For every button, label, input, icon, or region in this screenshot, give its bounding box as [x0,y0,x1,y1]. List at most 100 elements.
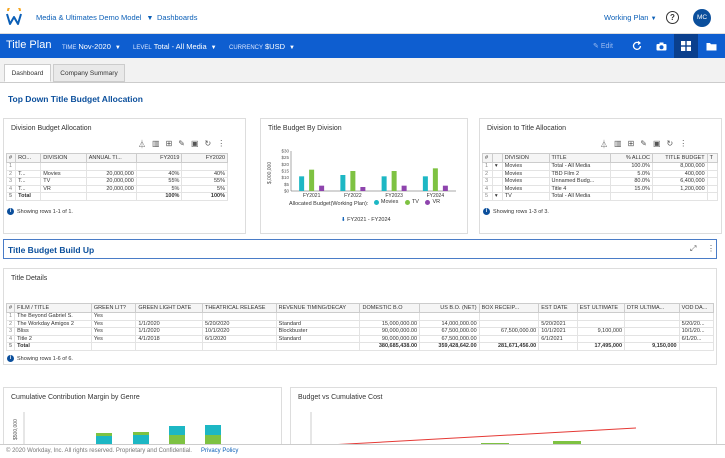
column-header[interactable]: DOMESTIC B.O [359,303,421,313]
column-header[interactable] [491,153,503,163]
column-header[interactable]: DIVISION [40,153,87,163]
tab-dashboard[interactable]: Dashboard [4,64,51,82]
table-cell[interactable]: TBD Film 2 [548,169,612,178]
currency-selector[interactable]: CURRENCY $USD ▼ [229,42,295,51]
column-header[interactable]: FILM / TITLE [14,303,92,313]
column-header[interactable]: GREEN LIGHT DATE [135,303,203,313]
edit-grid-icon[interactable]: ✎ [640,139,647,148]
table-cell[interactable]: 90,000,000.00 [359,327,421,336]
table-cell[interactable]: Blockbuster [275,327,361,336]
table-cell[interactable] [201,312,277,321]
table-cell[interactable]: 20,000,000 [85,177,137,186]
table-cell[interactable]: 20,000,000 [85,169,137,178]
insert-row-icon[interactable]: ⊞ [165,139,173,148]
table-row[interactable]: 5 ▾ TV Total - All Media [482,192,719,201]
table-row[interactable]: 2 T... Movies 20,000,000 40% 40% [5,169,228,178]
table-cell[interactable]: The Beyond Gabriel S. [14,312,92,321]
edit-button[interactable]: ✎ Edit [593,42,613,50]
table-cell[interactable]: 67,500,000.00 [478,327,540,336]
camera-icon[interactable] [649,34,673,58]
table-cell[interactable]: Yes [90,334,137,343]
table-cell[interactable] [419,312,480,321]
column-header[interactable]: VOD DA... [678,303,715,313]
table-cell[interactable] [15,162,42,171]
table-cell[interactable] [624,334,680,343]
insert-row-icon[interactable]: ⊞ [627,139,635,148]
table-cell[interactable]: Standard [275,334,361,343]
table-cell[interactable]: T... [15,177,42,186]
table-cell[interactable] [85,162,137,171]
table-cell[interactable] [478,312,540,321]
column-header[interactable]: TITLE BUDGET [651,153,708,163]
expand-icon[interactable]: ⤢ [690,244,697,253]
table-cell[interactable]: Movies [501,177,550,186]
table-cell[interactable]: 5/20/2020 [201,319,277,328]
table-row[interactable]: 3 Bliss Yes 1/1/2020 10/1/2020 Blockbuster 90,… [5,327,715,336]
table-cell[interactable] [538,312,578,321]
workday-logo[interactable] [6,8,22,26]
table-cell[interactable] [40,162,87,171]
tab-company-summary[interactable]: Company Summary [53,64,125,82]
table-cell[interactable]: 10/1/2021 [538,327,578,336]
refresh-icon[interactable] [625,34,649,58]
column-header[interactable]: % ALLOC [610,153,653,163]
time-selector[interactable]: TIME Nov-2020 ▼ [62,42,121,51]
chart-range-filter[interactable]: ⬇ FY2021 - FY2024 [341,217,391,223]
column-header[interactable]: TITLE [548,153,612,163]
table-cell[interactable] [576,334,626,343]
table-cell[interactable]: 55% [135,177,183,186]
table-cell[interactable]: 67,500,000.00 [419,327,480,336]
table-cell[interactable]: 5% [181,184,228,193]
table-cell[interactable]: Movies [501,184,550,193]
column-header[interactable]: US B.O. (NET) [419,303,480,313]
table-cell[interactable]: Total - All Media [548,192,612,201]
table-cell[interactable]: 6/1/2021 [538,334,578,343]
table-row[interactable]: 3 Movies Unnamed Budg... 80.0% 6,400,000 [482,177,719,186]
edit-grid-icon[interactable]: ✎ [178,139,185,148]
table-row-total[interactable]: 5 Total 380,685,438.00 359,428,642.00 281,67… [5,342,715,351]
column-header[interactable]: DIVISION [501,153,550,163]
table-cell[interactable] [706,162,719,171]
column-header[interactable]: ANNUAL TI... [85,153,137,163]
table-cell[interactable]: VR [40,184,87,193]
table-cell[interactable] [181,162,228,171]
table-cell[interactable] [576,312,626,321]
table-row[interactable]: 2 Movies TBD Film 2 5.0% 400,000 [482,169,719,178]
table-cell[interactable]: The Workday Amigos 2 [14,319,92,328]
expand-toggle[interactable]: ▾ [491,192,503,201]
table-cell[interactable]: 40% [135,169,183,178]
column-header[interactable]: THEATRICAL RELEASE [201,303,277,313]
table-cell[interactable] [478,319,540,328]
column-header[interactable]: EST ULTIMATE [576,303,626,313]
table-cell[interactable]: Yes [90,312,137,321]
table-cell[interactable] [706,177,719,186]
table-cell[interactable] [678,312,715,321]
table-row[interactable]: 1 ▾ Movies Total - All Media 100.0% 8,000,000 [482,162,719,171]
table-cell[interactable]: 10/1/20... [678,327,715,336]
table-cell[interactable]: Bliss [14,327,92,336]
column-header[interactable]: # [5,153,17,163]
table-cell[interactable]: Yes [90,327,137,336]
column-header[interactable]: FY2020 [181,153,228,163]
column-header[interactable]: EST DATE [538,303,578,313]
more-options-icon[interactable]: ⋮ [679,139,688,148]
filter-icon[interactable]: ⏃ [600,140,608,149]
table-cell[interactable] [478,334,540,343]
table-cell[interactable]: 15.0% [610,184,653,193]
table-cell[interactable]: Total - All Media [548,162,612,171]
table-cell[interactable]: Movies [501,169,550,178]
table-row[interactable]: 1 [5,162,228,171]
folder-icon[interactable] [699,34,723,58]
table-cell[interactable]: 5/20/2021 [538,319,578,328]
table-cell[interactable] [135,312,203,321]
expand-toggle[interactable]: ▾ [491,162,503,171]
table-cell[interactable]: Movies [40,169,87,178]
avatar[interactable]: MC [693,9,711,27]
table-cell[interactable] [624,327,680,336]
column-header[interactable]: # [5,303,16,313]
model-selector[interactable]: Media & Ultimates Demo Model ▼ [36,13,153,22]
table-row[interactable]: 1 The Beyond Gabriel S. Yes [5,312,715,321]
column-settings-icon[interactable]: ▥ [152,139,160,148]
table-cell[interactable]: T... [15,169,42,178]
table-cell[interactable] [135,162,183,171]
